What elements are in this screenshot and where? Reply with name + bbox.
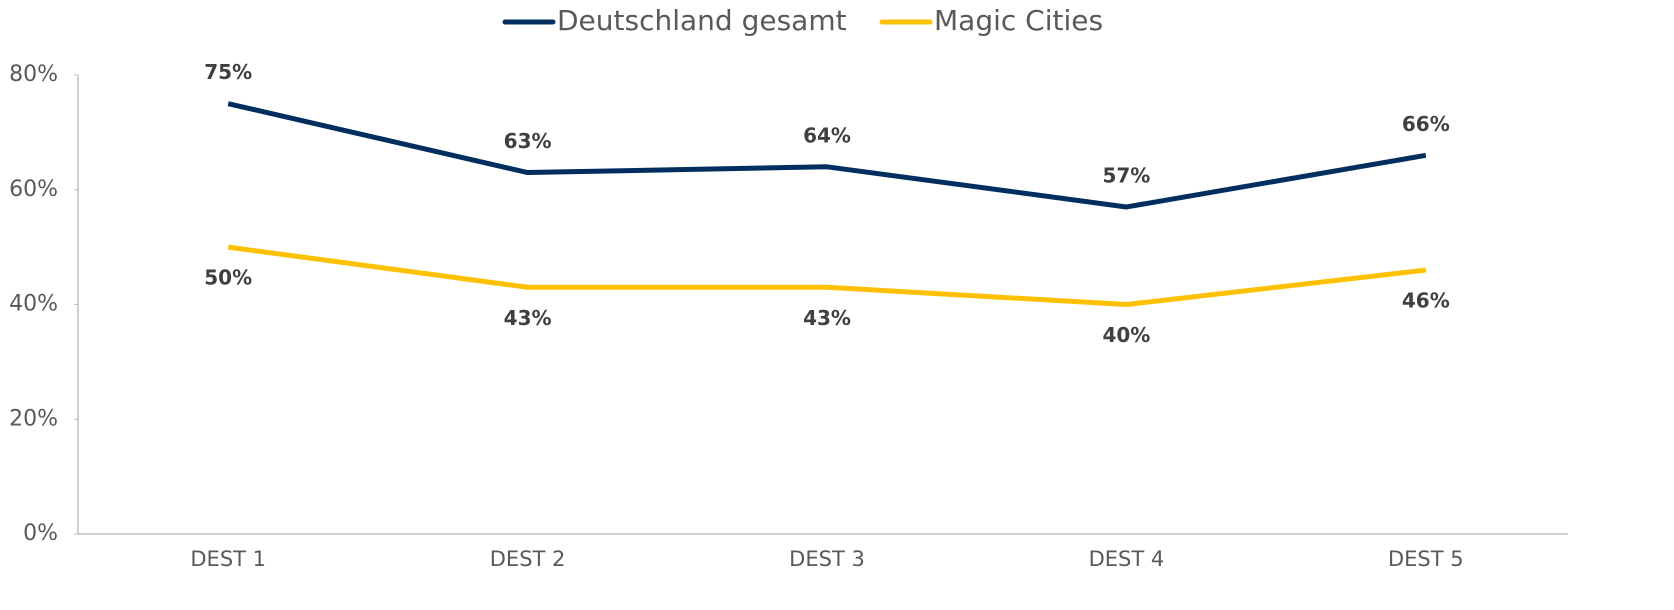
- data-label: 64%: [803, 123, 851, 147]
- x-tick-label: DEST 5: [1388, 547, 1464, 571]
- data-label: 63%: [504, 129, 552, 153]
- data-label: 40%: [1102, 323, 1150, 347]
- data-label: 43%: [803, 306, 851, 330]
- data-label: 46%: [1402, 289, 1450, 313]
- x-tick-label: DEST 3: [789, 547, 865, 571]
- legend-label: Magic Cities: [934, 4, 1103, 37]
- x-tick-label: DEST 2: [490, 547, 566, 571]
- y-tick-label: 80%: [9, 62, 58, 87]
- series-line: [227, 101, 1427, 210]
- series-line: [227, 244, 1427, 307]
- y-tick-label: 40%: [9, 292, 58, 317]
- x-tick-label: DEST 1: [190, 547, 266, 571]
- data-label: 66%: [1402, 112, 1450, 136]
- data-label: 57%: [1102, 163, 1150, 187]
- legend-label: Deutschland gesamt: [557, 4, 847, 37]
- data-label: 50%: [204, 266, 252, 290]
- y-tick-label: 0%: [23, 521, 58, 546]
- data-label: 43%: [504, 306, 552, 330]
- data-label: 75%: [204, 60, 252, 84]
- y-tick-label: 60%: [9, 177, 58, 202]
- y-tick-label: 20%: [9, 406, 58, 431]
- x-tick-label: DEST 4: [1089, 547, 1165, 571]
